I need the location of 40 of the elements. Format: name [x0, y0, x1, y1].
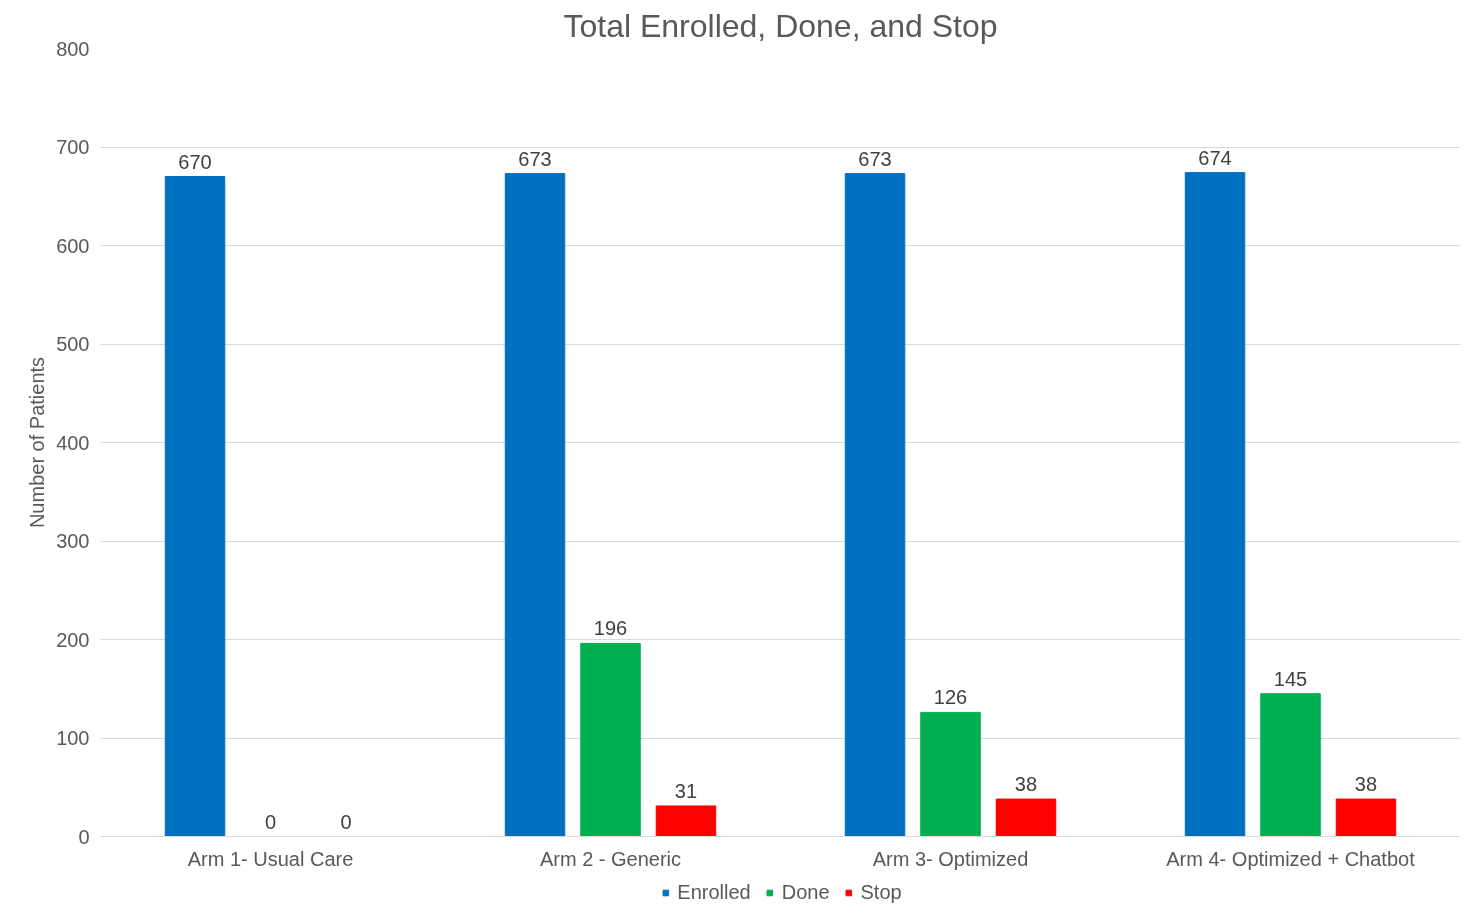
legend-label: Done: [781, 880, 830, 904]
y-tick-label: 600: [56, 234, 90, 257]
bar: [920, 711, 981, 837]
legend-label: Stop: [860, 880, 902, 904]
data-label: 196: [593, 617, 628, 640]
y-tick-label: 100: [56, 727, 90, 749]
data-label: 31: [674, 779, 698, 802]
chart-title: Total Enrolled, Done, and Stop: [563, 7, 998, 44]
y-tick-label: 800: [56, 37, 90, 60]
data-label: 673: [858, 147, 892, 170]
bar: [580, 642, 641, 837]
bar: [504, 173, 566, 837]
data-label: 38: [1014, 773, 1038, 796]
bar: [1260, 693, 1321, 837]
bar: [164, 176, 226, 837]
data-label: 126: [933, 686, 968, 709]
y-axis-title: Number of Patients: [26, 356, 49, 529]
bar: [995, 798, 1057, 837]
x-tick-label: Arm 3- Optimized: [872, 847, 1029, 870]
y-tick-label: 200: [56, 628, 90, 651]
data-label: 38: [1354, 773, 1378, 796]
data-label: 0: [264, 810, 277, 833]
x-tick-label: Arm 1- Usual Care: [187, 847, 354, 870]
x-tick-label: Arm 4- Optimized + Chatbot: [1166, 847, 1416, 870]
data-label: 670: [178, 150, 212, 173]
y-tick-label: 700: [56, 136, 90, 158]
bar: [655, 805, 717, 837]
data-label: 0: [340, 810, 352, 833]
y-tick-label: 300: [56, 530, 90, 552]
x-tick-label: Arm 2 - Generic: [539, 847, 682, 870]
y-tick-label: 500: [56, 333, 90, 355]
legend-label: Enrolled: [677, 880, 751, 904]
data-label: 673: [518, 147, 552, 170]
data-label: 145: [1273, 667, 1308, 690]
bar: [1335, 798, 1397, 837]
bar: [1184, 172, 1246, 837]
y-tick-label: 0: [78, 825, 90, 848]
bar: [844, 173, 906, 837]
data-label: 674: [1198, 146, 1232, 169]
y-tick-label: 400: [56, 431, 90, 454]
